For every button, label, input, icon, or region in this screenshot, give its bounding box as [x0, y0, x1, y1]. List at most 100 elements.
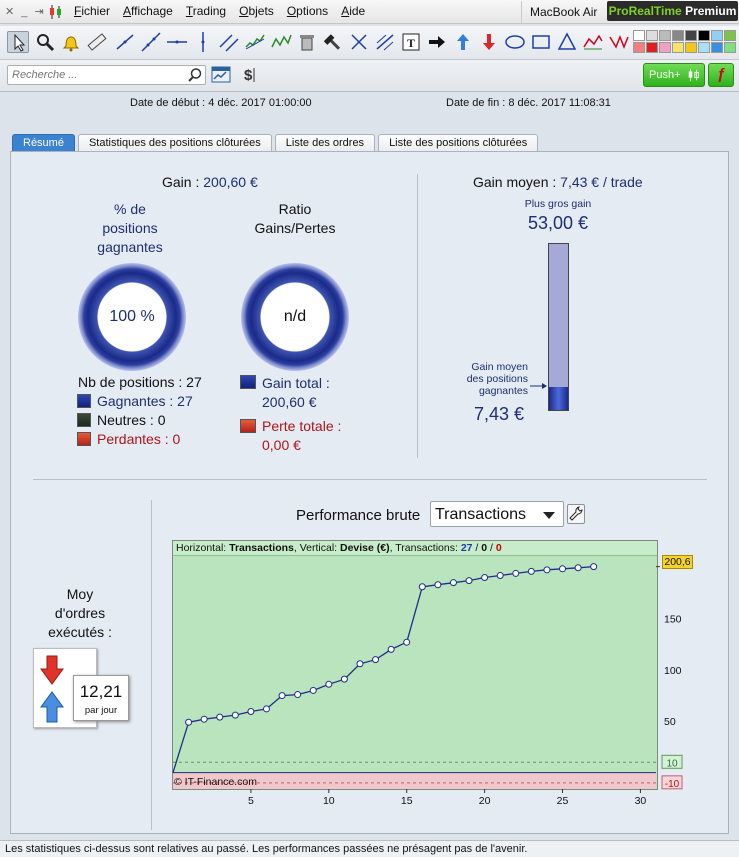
- rectangle-tool-button[interactable]: [530, 31, 552, 53]
- pointer-tool-button[interactable]: [7, 31, 29, 53]
- segment-tool-button[interactable]: [114, 31, 136, 53]
- line-tool-button[interactable]: [140, 31, 162, 53]
- winners-swatch: [77, 394, 91, 408]
- segment-icon: [116, 34, 134, 50]
- color-swatch[interactable]: [633, 30, 645, 41]
- band-tag: [661, 754, 683, 769]
- wave-tool-button[interactable]: [608, 31, 630, 53]
- script-button[interactable]: ƒ: [708, 63, 734, 87]
- color-swatch[interactable]: [698, 30, 710, 41]
- color-swatch[interactable]: [672, 42, 684, 53]
- menu-bar: ✕ _ ⇥ Fichier Affichage Trading Objets O…: [0, 0, 739, 41]
- band-tag-label: 10: [666, 758, 678, 769]
- pattern-tool-button[interactable]: [582, 31, 604, 53]
- device-name: MacBook Air 2: [521, 1, 607, 41]
- band-tag: [661, 775, 683, 790]
- performance-select-value: Transactions: [435, 506, 526, 523]
- equity-line: [172, 565, 594, 773]
- color-swatch[interactable]: [685, 42, 697, 53]
- equity-point: [231, 711, 239, 719]
- ratio-value: n/d: [283, 308, 307, 325]
- vertical-line-button[interactable]: [192, 31, 214, 53]
- tx-sep: /: [472, 542, 482, 554]
- cross-tool-button[interactable]: [348, 31, 370, 53]
- menu-affichage[interactable]: Affichage: [123, 4, 173, 18]
- avg-gain-value: 7,43 € / trade: [560, 174, 643, 190]
- menu-fichier[interactable]: Fichier: [74, 4, 111, 18]
- color-swatch[interactable]: [646, 42, 658, 53]
- regression-tool-button[interactable]: [244, 31, 266, 53]
- menu-objets[interactable]: Objets: [239, 4, 274, 18]
- menu-aide[interactable]: Aide: [341, 4, 366, 18]
- fan-tool-button[interactable]: [270, 31, 292, 53]
- equity-point: [574, 564, 582, 572]
- avg-gain-bar-fill: [549, 386, 568, 410]
- color-swatch[interactable]: [672, 30, 684, 41]
- alert-tool-button[interactable]: [60, 31, 82, 53]
- color-swatch[interactable]: [724, 30, 736, 41]
- color-swatch[interactable]: [711, 42, 723, 53]
- menu-trading[interactable]: Trading: [185, 4, 227, 18]
- hammer-icon: [323, 34, 341, 50]
- neutral-label: Neutres : 0: [97, 412, 166, 428]
- color-swatch[interactable]: [633, 42, 645, 53]
- text-tool-button[interactable]: T: [400, 31, 422, 53]
- svg-text:$: $: [244, 67, 253, 84]
- color-swatch[interactable]: [646, 30, 658, 41]
- color-swatch[interactable]: [711, 30, 723, 41]
- ellipse-tool-button[interactable]: [504, 31, 526, 53]
- losers-row: Perdantes : 0: [77, 431, 180, 447]
- tab-closed-position-stats[interactable]: Statistiques des positions clôturées: [77, 134, 272, 152]
- dollar-tree-icon[interactable]: $: [238, 64, 260, 86]
- win-rate-ring: 100 %: [78, 263, 186, 371]
- color-swatch[interactable]: [685, 30, 697, 41]
- arrow-up-button[interactable]: [452, 31, 474, 53]
- tab-order-list[interactable]: Liste des ordres: [274, 134, 376, 152]
- tab-closed-position-list[interactable]: Liste des positions clôturées: [378, 134, 539, 152]
- band-tag-label: -10: [665, 779, 680, 790]
- pattern-icon: [583, 34, 603, 50]
- search-input[interactable]: [8, 66, 183, 84]
- color-swatch[interactable]: [724, 42, 736, 53]
- losers-label: Perdantes : 0: [97, 431, 181, 447]
- tab-resume[interactable]: Résumé: [12, 134, 75, 152]
- chevron-down-icon: [543, 512, 555, 519]
- color-swatch[interactable]: [698, 42, 710, 53]
- equity-point: [356, 660, 364, 668]
- arrow-right-button[interactable]: [426, 31, 448, 53]
- win-rate-title: % de positions gagnantes: [97, 201, 163, 255]
- equity-point: [434, 581, 442, 589]
- arrow-down-button[interactable]: [478, 31, 500, 53]
- triangle-tool-button[interactable]: [556, 31, 578, 53]
- zoom-tool-button[interactable]: [34, 31, 56, 53]
- window-controls[interactable]: ✕ _ ⇥: [5, 6, 46, 18]
- chart-window-icon[interactable]: [210, 64, 232, 86]
- ruler-tool-button[interactable]: [86, 31, 108, 53]
- candlestick-logo-icon: [50, 5, 61, 19]
- rectangle-icon: [532, 35, 550, 49]
- chart-header-vertical: Devise (€): [340, 542, 390, 554]
- color-swatch[interactable]: [659, 30, 671, 41]
- color-swatch[interactable]: [659, 42, 671, 53]
- performance-select[interactable]: Transactions: [430, 501, 564, 527]
- cursor-arrow-icon: [14, 33, 26, 52]
- color-palette[interactable]: [633, 30, 736, 53]
- fibonacci-tool-button[interactable]: [374, 31, 396, 53]
- push-button[interactable]: Push+: [643, 63, 705, 87]
- tx-loss: 0: [495, 542, 502, 554]
- search-icon[interactable]: [187, 67, 203, 83]
- hammer-tool-button[interactable]: [322, 31, 344, 53]
- equity-point: [418, 583, 426, 591]
- settings-button[interactable]: [567, 504, 585, 524]
- menu-options[interactable]: Options: [286, 4, 329, 18]
- channel-tool-button[interactable]: [218, 31, 240, 53]
- brand-name: ProRealTime: [608, 4, 682, 18]
- performance-chart: Horizontal: Transactions, Vertical: Devi…: [172, 540, 658, 790]
- tx-total: 27: [460, 542, 473, 554]
- down-arrow-icon: [40, 655, 64, 685]
- delete-objects-button[interactable]: [296, 31, 318, 53]
- horizontal-line-button[interactable]: [166, 31, 188, 53]
- wave-icon: [609, 34, 629, 50]
- gain-total-swatch: [240, 375, 256, 389]
